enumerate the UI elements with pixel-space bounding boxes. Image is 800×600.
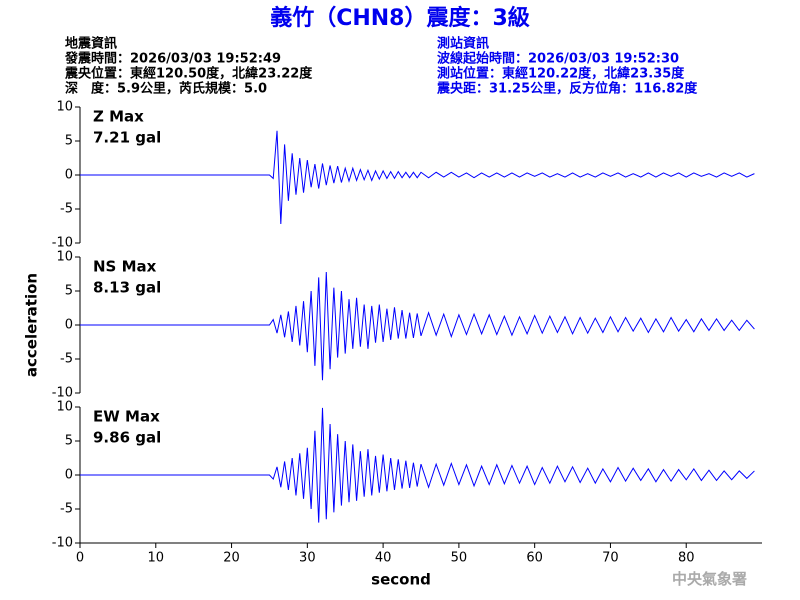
event-line: 發震時間：2026/03/03 19:52:49 <box>64 51 281 67</box>
event-line: 深 度：5.9公里，芮氏規模：5.0 <box>65 81 267 97</box>
station-heading: 測站資訊 <box>437 36 489 52</box>
y-tick-label: -10 <box>52 386 73 401</box>
x-tick-label: 50 <box>451 551 468 566</box>
y-tick-label: -5 <box>60 352 73 367</box>
event-heading: 地震資訊 <box>65 36 117 52</box>
annotation: NS Max <box>93 258 157 276</box>
x-tick-label: 40 <box>375 551 392 566</box>
annotation: 7.21 gal <box>93 129 161 147</box>
x-tick-label: 0 <box>76 551 84 566</box>
page-title: 義竹（CHN8）震度：3級 <box>270 5 530 31</box>
y-tick-label: 5 <box>65 134 73 149</box>
annotation: 8.13 gal <box>93 279 161 297</box>
x-tick-label: 60 <box>526 551 543 566</box>
annotation: EW Max <box>93 408 160 426</box>
y-tick-label: -10 <box>52 236 73 251</box>
x-axis-label: second <box>371 571 431 589</box>
y-tick-label: 10 <box>56 250 73 265</box>
x-tick-label: 80 <box>678 551 695 566</box>
y-tick-label: 5 <box>65 284 73 299</box>
y-tick-label: 10 <box>56 400 73 415</box>
waveform <box>80 271 755 381</box>
x-tick-label: 30 <box>299 551 316 566</box>
x-tick-label: 10 <box>148 551 165 566</box>
agency-mark: 中央氣象署 <box>672 570 747 588</box>
y-tick-label: -5 <box>60 202 73 217</box>
x-tick-label: 70 <box>602 551 619 566</box>
y-tick-label: -10 <box>52 536 73 551</box>
y-tick-label: 0 <box>65 168 73 183</box>
y-tick-label: 0 <box>65 468 73 483</box>
y-tick-label: 0 <box>65 318 73 333</box>
annotation: Z Max <box>93 108 144 126</box>
waveform <box>80 407 755 523</box>
y-axis-label: acceleration <box>23 273 41 377</box>
station-line: 震央距：31.25公里，反方位角：116.82度 <box>436 81 698 97</box>
station-line: 波線起始時間：2026/03/03 19:52:30 <box>437 51 679 67</box>
x-tick-label: 20 <box>223 551 240 566</box>
waveform <box>80 130 755 224</box>
event-line: 震央位置：東經120.50度，北緯23.22度 <box>64 66 313 82</box>
y-tick-label: -5 <box>60 502 73 517</box>
y-tick-label: 10 <box>56 100 73 115</box>
y-tick-label: 5 <box>65 434 73 449</box>
annotation: 9.86 gal <box>93 429 161 447</box>
station-line: 測站位置：東經120.22度，北緯23.35度 <box>437 66 685 82</box>
